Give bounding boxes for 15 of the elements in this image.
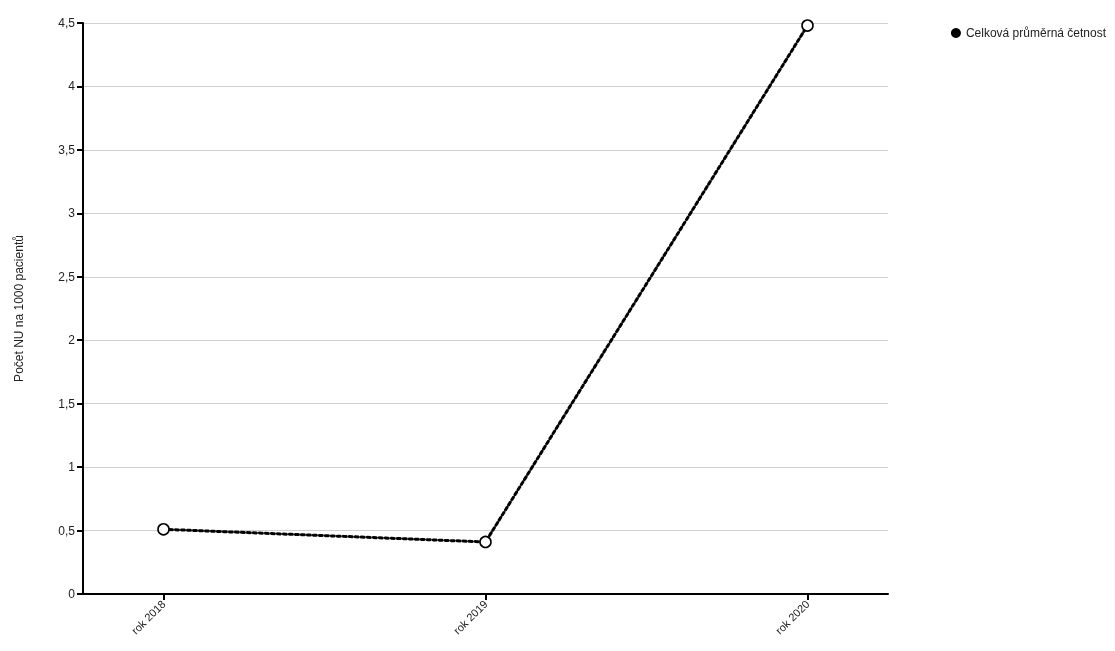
- y-tick-label: 0: [68, 587, 76, 601]
- y-tick-label: 4: [68, 79, 76, 94]
- y-axis-title: Počet NU na 1000 pacientů: [12, 235, 26, 382]
- y-tick-label: 1,5: [58, 396, 76, 411]
- point: [801, 19, 814, 32]
- y-tick-label: 2,5: [58, 269, 76, 284]
- y-tick-label: 3: [68, 206, 76, 221]
- point: [157, 522, 170, 536]
- legend-label: Celková průměrná četnost: [965, 26, 1107, 40]
- y-tick-label: 4,5: [58, 16, 76, 30]
- y-tick-label: 1: [68, 460, 76, 475]
- y-tick-label: 2: [68, 333, 76, 348]
- y-tick-label: 0,5: [58, 523, 76, 538]
- y-tick-label: 3,5: [58, 142, 76, 157]
- point: [479, 535, 492, 549]
